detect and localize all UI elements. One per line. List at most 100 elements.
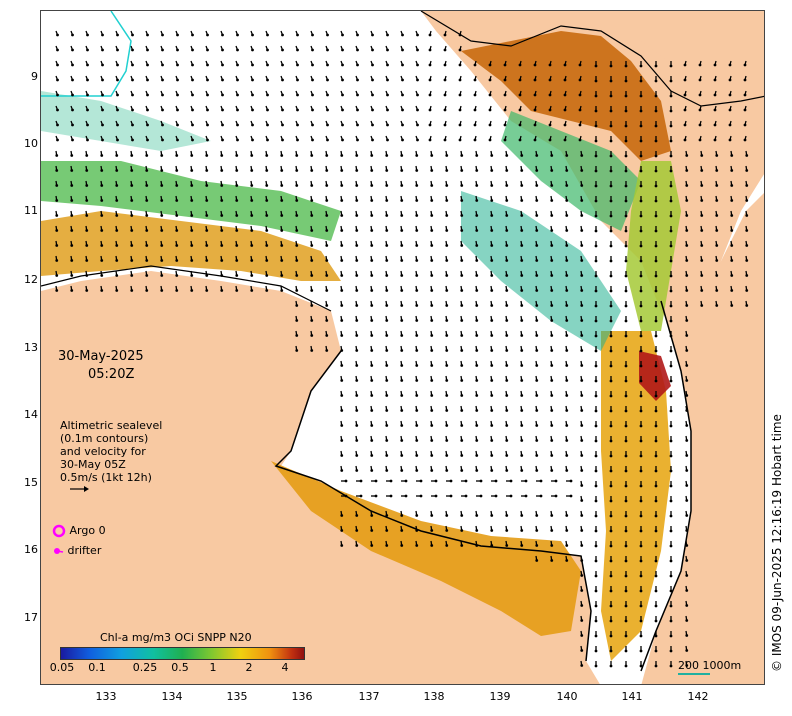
velocity-arrow-head bbox=[685, 184, 689, 187]
velocity-arrow-head bbox=[639, 229, 643, 233]
velocity-arrow-head bbox=[518, 108, 522, 112]
velocity-arrow-head bbox=[654, 274, 658, 278]
velocity-arrow-head bbox=[520, 229, 524, 232]
velocity-arrow-head bbox=[265, 199, 269, 202]
velocity-arrow-head bbox=[445, 154, 449, 157]
velocity-arrow-head bbox=[86, 63, 89, 67]
velocity-arrow-head bbox=[490, 394, 494, 397]
velocity-arrow-head bbox=[370, 424, 374, 427]
velocity-arrow-head bbox=[563, 63, 567, 67]
velocity-arrow-head bbox=[430, 334, 434, 337]
velocity-arrow-head bbox=[296, 63, 299, 67]
velocity-arrow-head bbox=[715, 169, 719, 172]
velocity-arrow-head bbox=[503, 108, 507, 112]
velocity-arrow-head bbox=[220, 169, 224, 172]
velocity-arrow-head bbox=[355, 529, 359, 532]
velocity-arrow-head bbox=[669, 409, 673, 413]
velocity-arrow-head bbox=[520, 514, 524, 517]
velocity-arrow-head bbox=[370, 544, 374, 547]
velocity-arrow-head bbox=[430, 544, 434, 547]
velocity-arrow-head bbox=[325, 319, 329, 322]
velocity-arrow-head bbox=[505, 394, 509, 397]
velocity-arrow-head bbox=[594, 634, 598, 638]
velocity-arrow-head bbox=[430, 529, 434, 532]
velocity-arrow-head bbox=[385, 364, 389, 367]
velocity-arrow-head bbox=[700, 289, 704, 292]
velocity-arrow-head bbox=[609, 439, 613, 443]
velocity-arrow-head bbox=[683, 123, 687, 127]
velocity-arrow-head bbox=[266, 93, 269, 97]
velocity-arrow-head bbox=[490, 424, 494, 427]
velocity-arrow-head bbox=[700, 184, 704, 187]
velocity-arrow-head bbox=[479, 479, 483, 483]
velocity-arrow-head bbox=[385, 304, 389, 307]
velocity-arrow-head bbox=[594, 169, 598, 173]
velocity-arrow-head bbox=[400, 424, 404, 427]
velocity-arrow-head bbox=[505, 424, 509, 427]
velocity-arrow-head bbox=[71, 48, 74, 52]
velocity-arrow-head bbox=[385, 289, 389, 292]
velocity-arrow-head bbox=[131, 108, 134, 112]
velocity-arrow-head bbox=[266, 48, 269, 52]
velocity-arrow-head bbox=[654, 79, 658, 83]
velocity-arrow-head bbox=[565, 289, 569, 292]
velocity-arrow-head bbox=[713, 108, 717, 112]
velocity-arrow-head bbox=[386, 78, 389, 82]
velocity-arrow-head bbox=[563, 93, 567, 97]
velocity-arrow-head bbox=[385, 439, 389, 442]
velocity-arrow-head bbox=[685, 589, 689, 592]
velocity-arrow-head bbox=[400, 274, 404, 277]
velocity-arrow-head bbox=[715, 229, 719, 232]
velocity-arrow-head bbox=[370, 439, 374, 442]
velocity-arrow-head bbox=[85, 274, 89, 277]
velocity-arrow-head bbox=[400, 319, 404, 322]
velocity-arrow-head bbox=[520, 349, 524, 352]
velocity-arrow-head bbox=[265, 169, 269, 172]
velocity-arrow-head bbox=[488, 93, 492, 97]
velocity-arrow-head bbox=[356, 63, 359, 67]
velocity-arrow-head bbox=[341, 93, 344, 97]
velocity-arrow-head bbox=[535, 544, 539, 547]
map-panel[interactable] bbox=[40, 10, 765, 685]
velocity-arrow-head bbox=[221, 123, 224, 127]
velocity-arrow-head bbox=[55, 169, 59, 172]
velocity-arrow-head bbox=[295, 184, 299, 187]
velocity-arrow-head bbox=[509, 494, 513, 498]
velocity-arrow-head bbox=[594, 94, 598, 98]
velocity-arrow-head bbox=[145, 259, 149, 262]
velocity-arrow-head bbox=[100, 274, 104, 277]
velocity-arrow-head bbox=[728, 108, 732, 112]
velocity-arrow-head bbox=[473, 78, 477, 82]
velocity-arrow-head bbox=[389, 494, 393, 498]
velocity-arrow-head bbox=[340, 214, 344, 217]
velocity-arrow-head bbox=[728, 78, 732, 82]
velocity-arrow-head bbox=[281, 108, 284, 112]
velocity-arrow-head bbox=[700, 259, 704, 262]
velocity-arrow-head bbox=[176, 63, 179, 67]
velocity-arrow-head bbox=[535, 289, 539, 292]
velocity-arrow-head bbox=[161, 78, 164, 82]
velocity-arrow-head bbox=[370, 529, 374, 532]
velocity-arrow-head bbox=[145, 274, 149, 277]
velocity-arrow-head bbox=[700, 304, 704, 307]
velocity-arrow-head bbox=[580, 634, 584, 637]
velocity-arrow-head bbox=[205, 244, 209, 247]
velocity-arrow-head bbox=[505, 169, 509, 172]
velocity-arrow-head bbox=[460, 364, 464, 367]
velocity-arrow-head bbox=[415, 424, 419, 427]
velocity-arrow-head bbox=[580, 289, 584, 292]
velocity-arrow-head bbox=[428, 123, 432, 127]
velocity-arrow-head bbox=[205, 274, 209, 277]
velocity-arrow-head bbox=[639, 529, 643, 533]
velocity-arrow-head bbox=[580, 649, 584, 652]
velocity-arrow-head bbox=[594, 529, 598, 533]
velocity-arrow-head bbox=[85, 259, 89, 262]
velocity-arrow-head bbox=[475, 214, 479, 217]
velocity-arrow-head bbox=[340, 394, 344, 397]
velocity-arrow-head bbox=[745, 184, 749, 187]
velocity-arrow-head bbox=[715, 304, 719, 307]
velocity-arrow-head bbox=[445, 304, 449, 307]
velocity-arrow-head bbox=[624, 559, 628, 563]
velocity-arrow-head bbox=[460, 319, 464, 322]
velocity-arrow-head bbox=[280, 214, 284, 217]
